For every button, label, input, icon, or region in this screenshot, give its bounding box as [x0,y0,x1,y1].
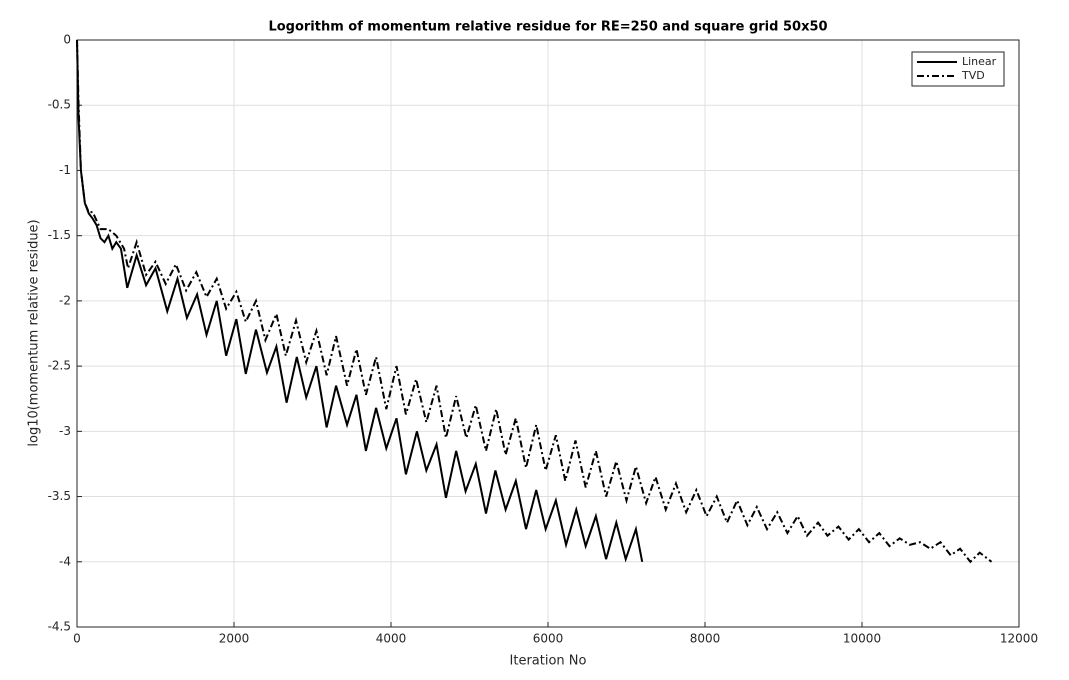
legend-label: Linear [962,55,997,68]
y-tick-label: 0 [63,33,71,47]
y-tick-label: -4.5 [48,620,71,634]
x-tick-label: 2000 [219,632,250,646]
chart-title: Logorithm of momentum relative residue f… [268,20,827,35]
y-tick-label: -3.5 [48,489,71,503]
y-tick-label: -1 [59,163,71,177]
y-tick-label: -2.5 [48,359,71,373]
data-line [76,39,644,563]
y-tick-label: -1.5 [48,228,71,242]
x-tick-label: 6000 [533,632,564,646]
plot-frame [76,39,1020,628]
y-axis-label: log10(momentum relative residue) [27,219,42,446]
x-tick-label: 8000 [690,632,721,646]
y-tick-label: -0.5 [48,98,71,112]
x-tick-label: 4000 [376,632,407,646]
x-axis-label: Iteration No [510,654,587,669]
y-tick-label: -3 [59,424,71,438]
x-tick-label: 0 [73,632,81,646]
x-tick-label: 10000 [843,632,881,646]
data-line [76,39,993,564]
y-tick-label: -2 [59,293,71,307]
x-tick-label: 12000 [1000,632,1038,646]
legend-label: TVD [961,69,985,82]
legend-box [911,51,1005,87]
y-tick-label: -4 [59,554,71,568]
